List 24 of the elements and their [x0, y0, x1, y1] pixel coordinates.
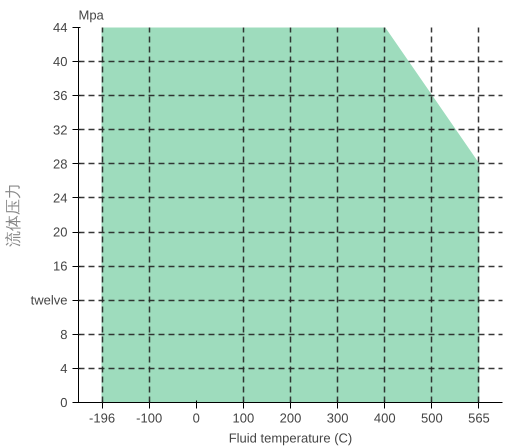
x-tick-label: 565 — [468, 410, 490, 426]
y-tick-label: 8 — [60, 326, 68, 342]
y-tick-label: 32 — [53, 122, 68, 138]
x-axis-title: Fluid temperature (C) — [228, 430, 352, 446]
x-tick-label: 300 — [326, 410, 348, 426]
y-tick-label: twelve — [30, 292, 68, 308]
y-tick-label: 20 — [53, 224, 68, 240]
x-tick-label: 500 — [420, 410, 443, 426]
x-tick-label: 100 — [232, 410, 254, 426]
y-tick-label: 0 — [60, 395, 68, 410]
x-tick-label: -196 — [89, 410, 116, 426]
x-tick-label: 0 — [192, 410, 200, 426]
y-tick-label: 16 — [53, 258, 68, 274]
y-tick-label: 40 — [53, 54, 68, 70]
y-tick-label: 36 — [53, 88, 68, 104]
y-tick-label: 44 — [53, 20, 68, 35]
y-tick-label: 24 — [53, 190, 68, 206]
y-axis-title: 流体压力 — [4, 183, 23, 247]
y-tick-label: 28 — [53, 156, 68, 172]
y-tick-label: 4 — [60, 360, 68, 376]
x-tick-label: -100 — [136, 410, 162, 426]
chart-title: Mpa — [78, 8, 105, 22]
x-tick-label: 400 — [374, 410, 396, 426]
x-tick-label: 200 — [280, 410, 302, 426]
